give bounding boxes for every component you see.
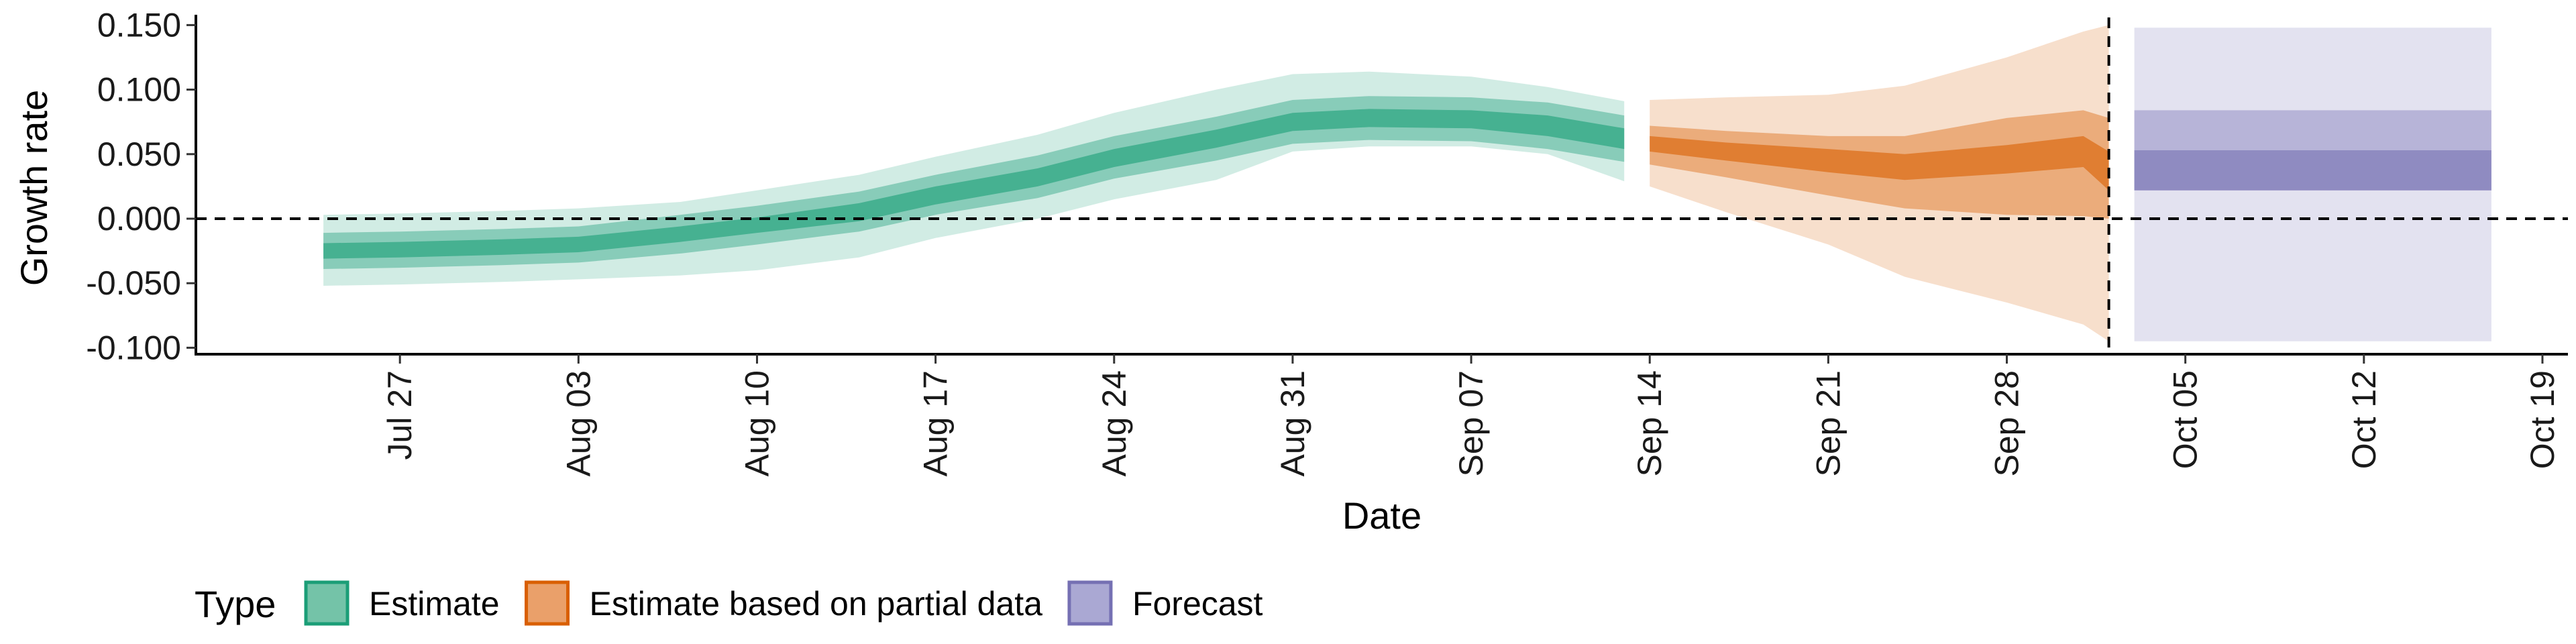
band-outer-estimate-based-on-partial-data — [1650, 25, 2109, 341]
legend-key-1 — [525, 580, 570, 626]
legend-key-2 — [1067, 580, 1113, 626]
x-tick-label: Aug 31 — [1274, 370, 1311, 476]
x-tick-label: Sep 07 — [1452, 370, 1490, 476]
x-tick-label: Aug 10 — [738, 370, 775, 476]
reference-lines — [196, 17, 2568, 354]
x-tick-label: Oct 19 — [2524, 370, 2561, 469]
x-tick-label: Oct 12 — [2345, 370, 2383, 469]
y-tick-label: 0.000 — [97, 200, 181, 237]
y-tick-label: 0.150 — [97, 6, 181, 44]
legend-label: Forecast — [1132, 585, 1263, 623]
ribbon-layer — [323, 25, 2491, 341]
legend-key-0 — [304, 580, 350, 626]
legend-label: Estimate based on partial data — [590, 585, 1043, 623]
band-inner-estimate — [323, 109, 1625, 259]
x-tick-label: Sep 21 — [1809, 370, 1847, 476]
legend-label: Estimate — [369, 585, 500, 623]
y-tick-label: -0.100 — [86, 329, 181, 366]
x-tick-label: Sep 14 — [1631, 370, 1668, 476]
band-inner-estimate-based-on-partial-data — [1650, 136, 2109, 191]
band-inner-forecast — [2134, 150, 2491, 191]
x-tick-label: Sep 28 — [1988, 370, 2026, 476]
axes: -0.100 -0.050 0.000 0.050 0.100 0.150 Jul 27 Au… — [86, 6, 2568, 476]
y-tick-label: -0.050 — [86, 264, 181, 302]
y-tick-label: 0.050 — [97, 136, 181, 173]
legend-title: Type — [195, 583, 276, 625]
y-tick-label: 0.100 — [97, 71, 181, 109]
x-tick-label: Aug 24 — [1095, 370, 1133, 476]
x-axis-title: Date — [1342, 494, 1421, 537]
x-tick-label: Oct 05 — [2167, 370, 2204, 469]
x-tick-label: Jul 27 — [381, 370, 419, 460]
x-tick-label: Aug 03 — [559, 370, 597, 476]
y-axis-title: Growth rate — [13, 90, 55, 286]
x-tick-label: Aug 17 — [917, 370, 955, 476]
legend: Type Estimate Estimate based on partial d… — [195, 580, 1263, 626]
